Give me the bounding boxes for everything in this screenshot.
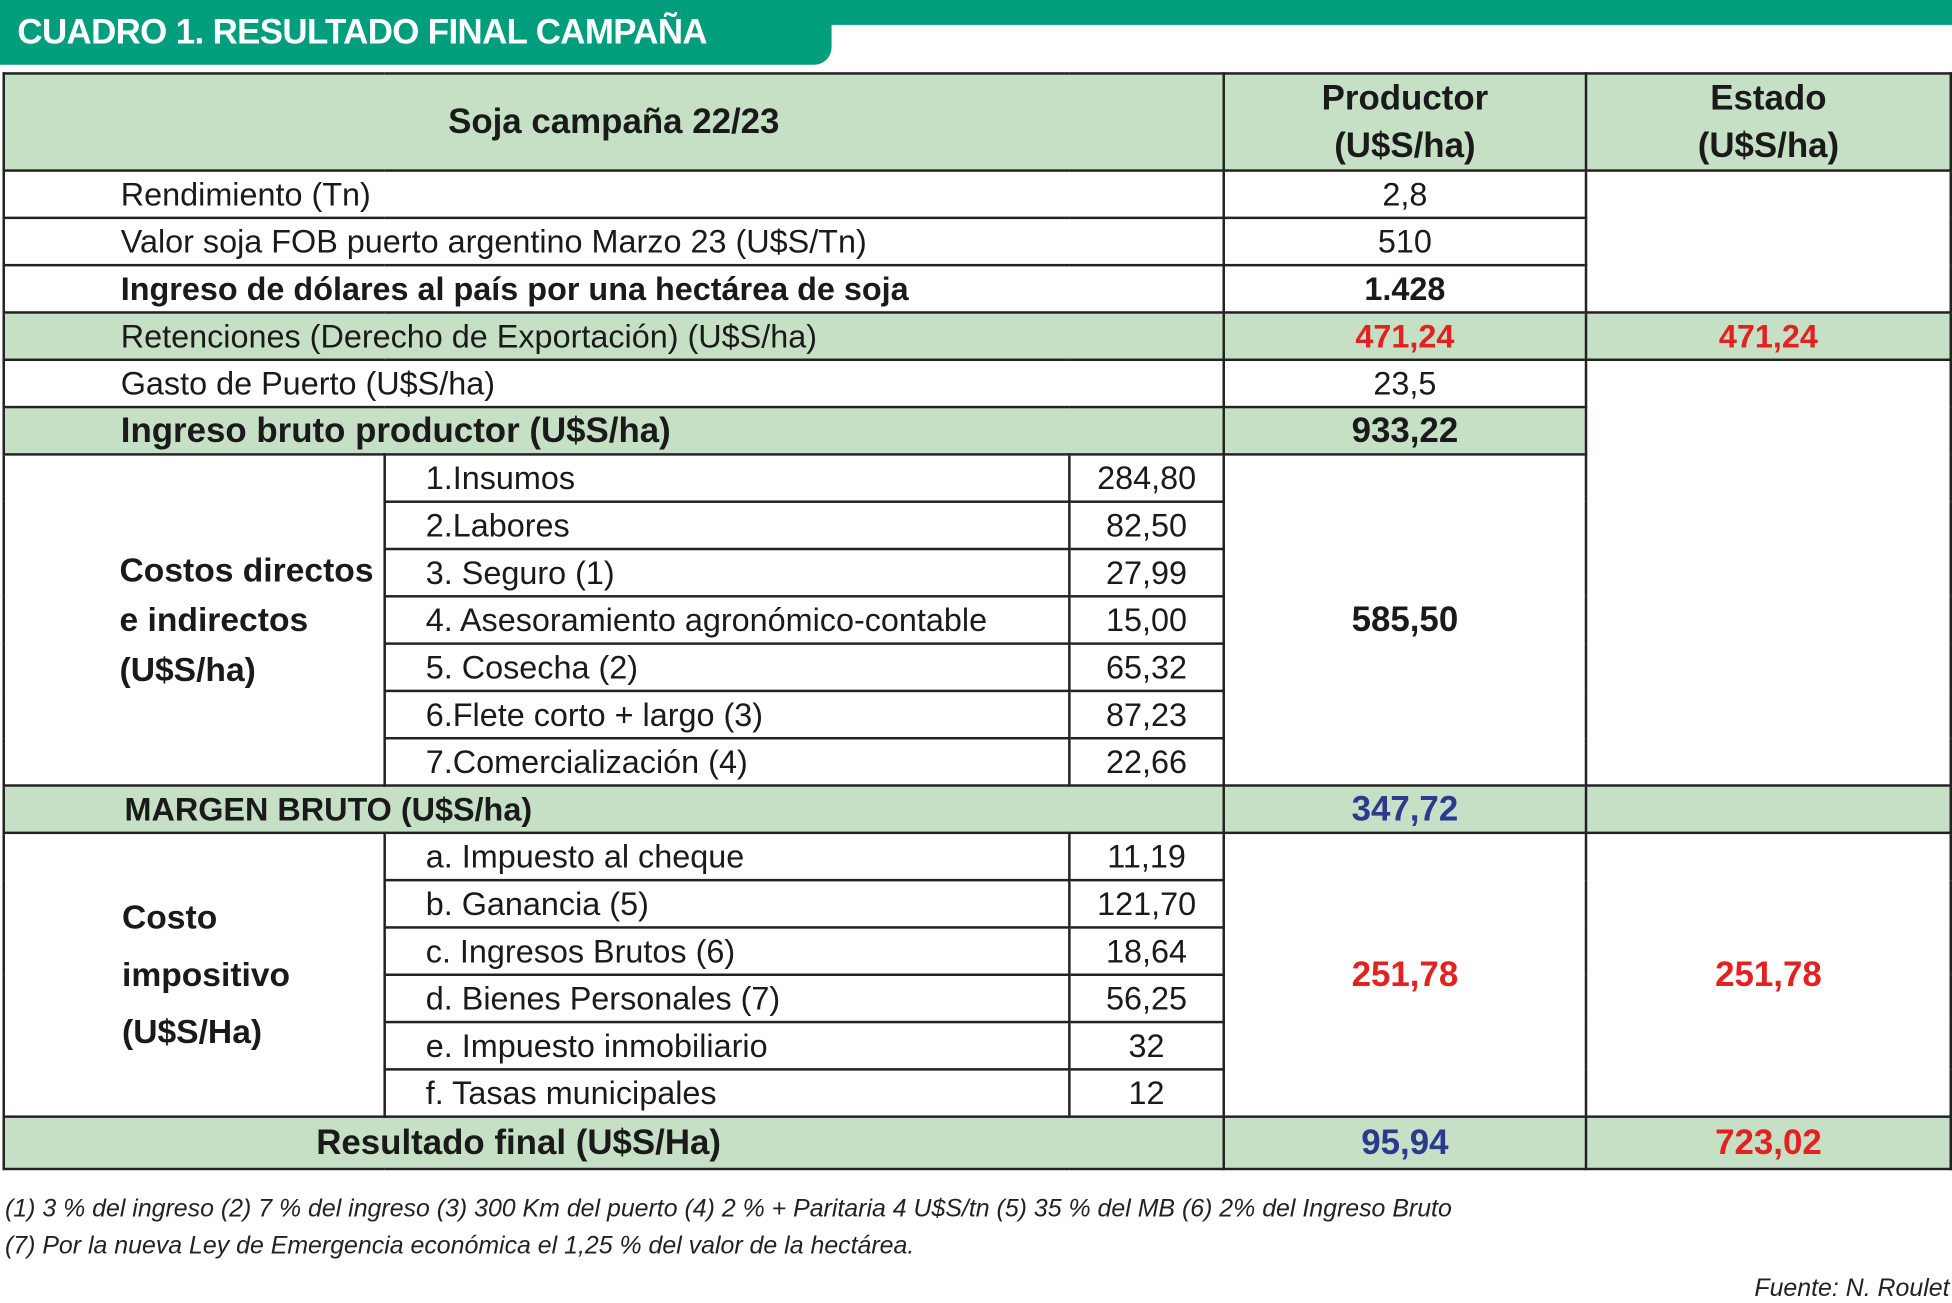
table-row: Rendimiento (Tn) 2,8 [2, 169, 1952, 314]
table-title: CUADRO 1. RESULTADO FINAL CAMPAÑA 2022/2… [0, 0, 832, 116]
cost-item-label: 4. Asesoramiento agronómico-contable [383, 595, 1071, 645]
cost-item-label: 2.Labores [383, 500, 1071, 551]
table-row: e. Impuesto inmobiliario 32 [4, 1020, 1951, 1071]
tax-item-value: 18,64 [1068, 926, 1226, 977]
costos-group-label: Costos directos e indirectos (U$S/ha) [2, 453, 386, 787]
cost-item-label: 1.Insumos [383, 453, 1071, 503]
estado-value: 723,02 [1584, 1115, 1952, 1171]
tax-item-value: 11,19 [1068, 831, 1226, 882]
row-label: Ingreso de dólares al país por una hectá… [2, 263, 1226, 314]
header-estado: Estado (U$S/ha) [1584, 72, 1952, 172]
row-label: Ingreso bruto productor (U$S/ha) [2, 405, 1226, 456]
row-label: MARGEN BRUTO (U$S/ha) [2, 784, 1226, 835]
tax-item-label: c. Ingresos Brutos (6) [383, 926, 1071, 977]
table-row: Resultado final (U$S/Ha) 95,94 723,02 [2, 1115, 1952, 1171]
header-estado-line2: (U$S/ha) [1697, 125, 1840, 165]
estado-empty [1584, 169, 1952, 314]
costos-total: 585,50 [1222, 453, 1588, 787]
source-note: Fuente: N. Roulet [1754, 1274, 1950, 1303]
header-estado-line1: Estado [1710, 78, 1827, 118]
cost-item-value: 82,50 [1068, 500, 1226, 551]
table-row: 3. Seguro (1) 27,99 [4, 547, 1951, 598]
header-productor-line1: Productor [1321, 78, 1489, 118]
tax-item-label: a. Impuesto al cheque [383, 831, 1071, 882]
cost-item-label: 7.Comercialización (4) [383, 736, 1071, 787]
productor-value: 95,94 [1222, 1115, 1588, 1171]
productor-value: 1.428 [1222, 263, 1588, 314]
cost-item-value: 22,66 [1068, 736, 1226, 787]
table-row: Valor soja FOB puerto argentino Marzo 23… [2, 216, 1951, 267]
impositivo-group-label: Costo impositivo (U$S/Ha) [2, 831, 386, 1118]
tax-item-label: d. Bienes Personales (7) [383, 973, 1071, 1024]
table-row: 5. Cosecha (2) 65,32 [4, 642, 1951, 693]
group-label-line: (U$S/ha) [119, 651, 256, 689]
productor-value: 2,8 [1222, 169, 1588, 220]
impositivo-estado: 251,78 [1584, 831, 1952, 1118]
header-row: Soja campaña 22/23 Productor (U$S/ha) Est… [2, 72, 1952, 172]
table-row: 4. Asesoramiento agronómico-contable 15,0… [4, 595, 1951, 645]
group-label-line: impositivo [122, 956, 291, 994]
table-row: Ingreso de dólares al país por una hectá… [2, 263, 1951, 314]
header-productor-line2: (U$S/ha) [1334, 125, 1476, 165]
header-productor: Productor (U$S/ha) [1222, 72, 1588, 172]
tax-item-label: f. Tasas municipales [383, 1068, 1071, 1118]
footnote: (1) 3 % del ingreso (2) 7 % del ingreso … [4, 1195, 1452, 1223]
table-row: f. Tasas municipales 12 [4, 1068, 1951, 1118]
cost-item-label: 3. Seguro (1) [383, 547, 1071, 598]
footnote: (7) Por la nueva Ley de Emergencia econó… [4, 1232, 915, 1260]
table-row: d. Bienes Personales (7) 56,25 [4, 973, 1951, 1024]
estado-empty [1584, 784, 1952, 835]
cost-item-label: 5. Cosecha (2) [383, 642, 1071, 693]
results-table: Soja campaña 22/23 Productor (U$S/ha) Est… [2, 72, 1952, 1171]
tax-item-value: 12 [1068, 1068, 1226, 1118]
cost-item-value: 284,80 [1068, 453, 1226, 503]
table-row: Retenciones (Derecho de Exportación) (U$… [2, 311, 1952, 362]
row-label: Resultado final (U$S/Ha) [2, 1115, 1226, 1171]
table-row: MARGEN BRUTO (U$S/ha) 347,72 [2, 784, 1952, 835]
productor-value: 510 [1222, 216, 1588, 267]
cost-item-value: 27,99 [1068, 547, 1226, 598]
productor-value: 347,72 [1222, 784, 1588, 835]
tax-item-value: 56,25 [1068, 973, 1226, 1024]
group-label-line: Costos directos [119, 551, 374, 589]
row-label: Retenciones (Derecho de Exportación) (U$… [2, 311, 1226, 362]
tax-item-value: 32 [1068, 1020, 1226, 1071]
cost-item-value: 65,32 [1068, 642, 1226, 693]
table-row: 6.Flete corto + largo (3) 87,23 [4, 689, 1951, 740]
row-label: Rendimiento (Tn) [2, 169, 1226, 220]
cost-item-value: 87,23 [1068, 689, 1226, 740]
table-row: 2.Labores 82,50 [4, 500, 1951, 551]
group-label-line: Costo [122, 898, 218, 937]
table-row: c. Ingresos Brutos (6) 18,64 [4, 926, 1951, 977]
cost-item-value: 15,00 [1068, 595, 1226, 645]
table-row: Costos directos e indirectos (U$S/ha) 1.In… [2, 453, 1951, 787]
table-row: 7.Comercialización (4) 22,66 [4, 736, 1951, 787]
cost-item-label: 6.Flete corto + largo (3) [383, 689, 1071, 740]
estado-value: 471,24 [1584, 311, 1952, 362]
row-label: Valor soja FOB puerto argentino Marzo 23… [2, 216, 1226, 267]
estado-empty [1584, 358, 1952, 787]
table-row: Costo impositivo (U$S/Ha) a. Impuesto al c… [2, 831, 1952, 1118]
impositivo-productor: 251,78 [1222, 831, 1588, 1118]
group-label-line: e indirectos [119, 601, 309, 639]
productor-value: 23,5 [1222, 358, 1588, 409]
table-row: Gasto de Puerto (U$S/ha) 23,5 [2, 358, 1952, 787]
row-label: Gasto de Puerto (U$S/ha) [2, 358, 1226, 409]
header-concept: Soja campaña 22/23 [2, 72, 1226, 172]
table-row: b. Ganancia (5) 121,70 [4, 878, 1951, 929]
tax-item-label: b. Ganancia (5) [383, 878, 1071, 929]
productor-value: 471,24 [1222, 311, 1588, 362]
productor-value: 933,22 [1222, 405, 1588, 456]
group-label-line: (U$S/Ha) [122, 1013, 263, 1051]
tax-item-value: 121,70 [1068, 878, 1226, 929]
tax-item-label: e. Impuesto inmobiliario [383, 1020, 1071, 1071]
